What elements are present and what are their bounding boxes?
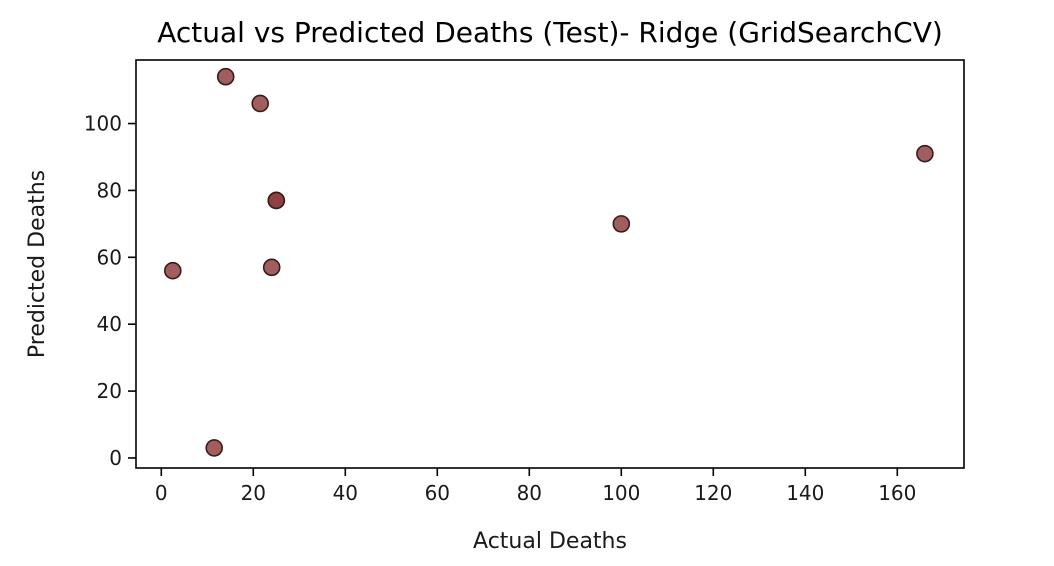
y-tick-label: 0: [109, 446, 122, 470]
y-tick-label: 80: [97, 178, 122, 202]
y-axis-label: Predicted Deaths: [25, 170, 50, 358]
x-axis: 0 20 40 60 80 100 120 140 160: [155, 468, 916, 505]
y-tick-label: 60: [97, 245, 122, 269]
y-tick-label: 100: [84, 112, 122, 136]
plot-frame: [135, 59, 965, 469]
y-axis: 0 20 40 60 80 100: [84, 112, 136, 470]
scatter-point: [164, 261, 182, 280]
x-tick-label: 40: [333, 481, 358, 505]
x-tick-label: 80: [517, 481, 542, 505]
x-tick-label: 0: [155, 481, 168, 505]
y-tick-label: 40: [97, 312, 122, 336]
chart-title: Actual vs Predicted Deaths (Test)- Ridge…: [157, 16, 943, 49]
scatter-point: [251, 94, 270, 113]
x-tick-label: 60: [425, 481, 450, 505]
x-tick-label: 20: [241, 481, 266, 505]
x-axis-label: Actual Deaths: [473, 529, 627, 554]
x-tick-label: 160: [878, 481, 916, 505]
scatter-point: [916, 144, 934, 163]
scatter-point: [267, 191, 286, 210]
scatter-point: [216, 67, 235, 86]
y-tick-label: 20: [97, 379, 122, 403]
plot-area: [164, 67, 934, 457]
x-tick-label: 140: [786, 481, 824, 505]
x-tick-label: 100: [602, 481, 640, 505]
scatter-point: [262, 258, 281, 277]
scatter-point: [205, 439, 223, 457]
scatter-point: [612, 215, 631, 233]
x-tick-label: 120: [694, 481, 732, 505]
